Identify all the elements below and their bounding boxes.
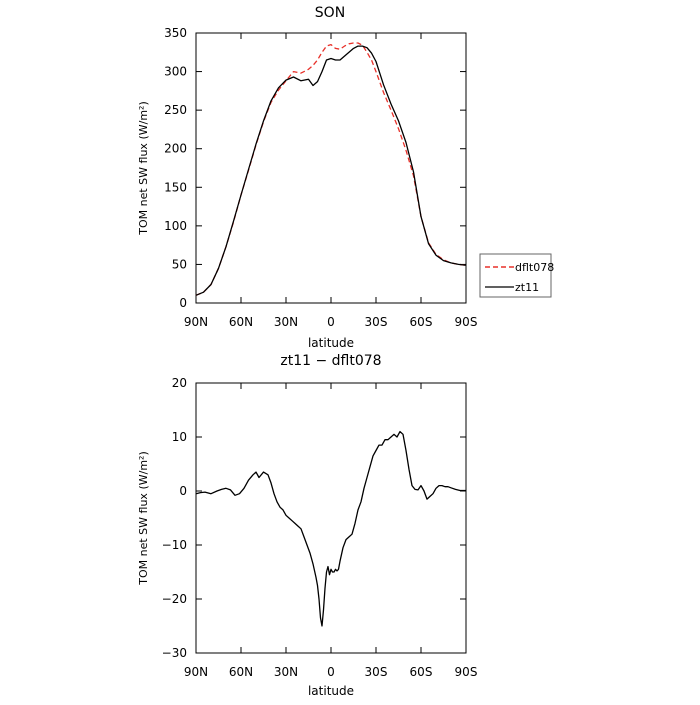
- x-tick-label: 60S: [410, 315, 433, 329]
- y-tick-label: 300: [164, 65, 187, 79]
- x-tick-label: 0: [327, 665, 335, 679]
- top-plot-frame: [195, 32, 467, 304]
- x-tick-label: 30N: [274, 665, 298, 679]
- y-tick-label: 350: [164, 26, 187, 40]
- y-tick-label: −30: [162, 646, 187, 660]
- y-tick-label: 10: [172, 430, 187, 444]
- y-tick-label: 100: [164, 219, 187, 233]
- y-tick-label: −20: [162, 592, 187, 606]
- legend: dflt078 zt11: [479, 253, 554, 298]
- top-chart-title: SON: [315, 5, 345, 21]
- bottom-y-axis-label: TOM net SW flux (W/m²): [137, 451, 150, 585]
- y-tick-label: 0: [179, 484, 187, 498]
- x-tick-label: 90N: [184, 665, 208, 679]
- x-tick-label: 30S: [365, 315, 388, 329]
- x-tick-label: 90S: [455, 315, 478, 329]
- y-tick-label: 200: [164, 142, 187, 156]
- series-line-zt11: [195, 45, 467, 296]
- legend-box: [479, 253, 552, 298]
- top-chart: SON 90N 60N 30N 0 30S 60S 90S 0 50 100 150 200 250 3…: [137, 5, 554, 350]
- top-x-axis-label: latitude: [308, 336, 354, 350]
- top-y-axis-label: TOM net SW flux (W/m²): [137, 101, 150, 235]
- x-tick-label: 90N: [184, 315, 208, 329]
- y-tick-label: 50: [172, 257, 187, 271]
- y-tick-label: −10: [162, 538, 187, 552]
- top-y-axis: 0 50 100 150 200 250 300 350: [164, 26, 466, 310]
- top-x-axis: 90N 60N 30N 0 30S 60S 90S: [184, 33, 478, 329]
- x-tick-label: 60N: [229, 665, 253, 679]
- x-tick-label: 60N: [229, 315, 253, 329]
- bottom-chart: zt11 − dflt078 90N 60N 30N 0 30S 60S 90S −30 −2…: [137, 353, 477, 698]
- bottom-series-group: [195, 430, 466, 627]
- legend-label-dflt078: dflt078: [515, 261, 554, 274]
- x-tick-label: 0: [327, 315, 335, 329]
- bottom-x-axis-label: latitude: [308, 684, 354, 698]
- y-tick-label: 150: [164, 180, 187, 194]
- x-tick-label: 60S: [410, 665, 433, 679]
- top-series-group: [195, 42, 467, 296]
- bottom-y-axis: −30 −20 −10 0 10 20: [162, 376, 466, 660]
- x-tick-label: 90S: [455, 665, 478, 679]
- y-tick-label: 0: [179, 296, 187, 310]
- bottom-plot-frame: [195, 382, 467, 654]
- x-tick-label: 30S: [365, 665, 388, 679]
- y-tick-label: 20: [172, 376, 187, 390]
- bottom-x-axis: 90N 60N 30N 0 30S 60S 90S: [184, 383, 478, 679]
- series-line-series-0: [195, 430, 466, 627]
- y-tick-label: 250: [164, 103, 187, 117]
- bottom-chart-title: zt11 − dflt078: [280, 353, 381, 369]
- legend-label-zt11: zt11: [515, 281, 539, 294]
- x-tick-label: 30N: [274, 315, 298, 329]
- series-line-dflt078: [195, 42, 467, 296]
